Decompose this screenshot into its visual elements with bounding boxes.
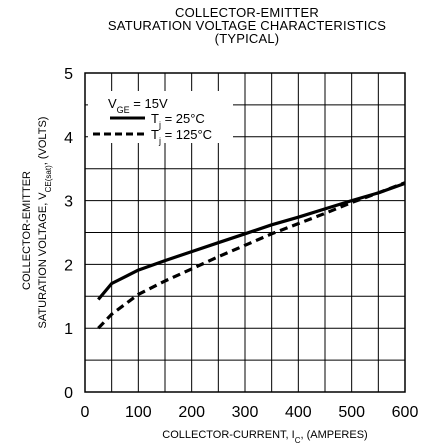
series-group	[97, 181, 406, 330]
x-tick-label: 400	[285, 404, 312, 421]
x-tick-label: 600	[392, 404, 419, 421]
chart-title-line-1: COLLECTOR-EMITTER	[174, 5, 319, 20]
x-tick-label: 200	[178, 404, 205, 421]
y-tick-label: 1	[64, 321, 73, 338]
y-tick-label: 0	[64, 385, 73, 402]
y-tick-label: 2	[64, 257, 73, 274]
chart-title-line-2: SATURATION VOLTAGE CHARACTERISTICS	[107, 18, 387, 33]
y-tick-label: 3	[64, 194, 73, 211]
series-line-25c	[97, 181, 406, 301]
x-tick-label: 100	[125, 404, 152, 421]
legend-entry-25c: Tj = 25°C	[151, 111, 205, 130]
x-tick-label: 300	[232, 404, 259, 421]
plot-frame	[84, 72, 406, 393]
legend-header: VGE = 15V	[108, 96, 168, 115]
y-axis-label-line-2: SATURATION VOLTAGE, VCE(sat), (VOLTS)	[37, 117, 53, 329]
series-line-125c	[97, 181, 406, 330]
y-tick-label: 5	[64, 66, 73, 83]
chart-title-line-3: (TYPICAL)	[214, 31, 280, 46]
y-axis-label-line-1: COLLECTOR-EMITTER	[21, 171, 33, 290]
legend-entry-125c: Tj = 125°C	[151, 127, 212, 146]
y-tick-label: 4	[64, 130, 73, 147]
x-tick-labels: 0 100 200 300 400 500 600	[81, 404, 419, 421]
y-tick-labels: 0 1 2 3 4 5	[64, 66, 73, 402]
x-axis-label: COLLECTOR-CURRENT, IC, (AMPERES)	[162, 429, 367, 445]
x-tick-label: 500	[338, 404, 365, 421]
x-tick-label: 0	[81, 404, 90, 421]
